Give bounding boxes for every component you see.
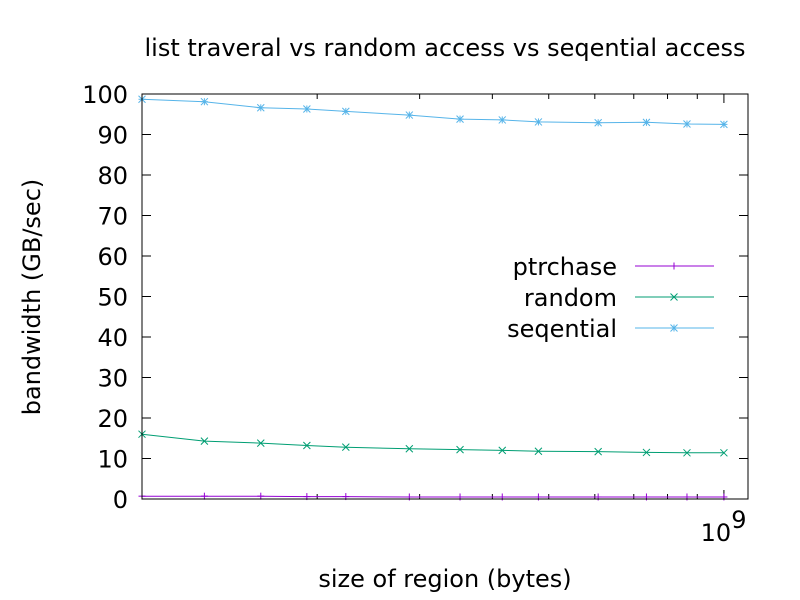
- data-point-marker: [683, 448, 691, 457]
- data-point-seqential: [341, 107, 350, 116]
- series-line-ptrchase: [142, 495, 724, 498]
- data-point-random: [594, 447, 603, 456]
- legend-marker: [670, 324, 678, 332]
- y-axis-ticks: 0 10 20 30 40 50 60 70 80 90 100: [82, 81, 748, 514]
- series-layer: [138, 95, 728, 501]
- data-point-seqential: [456, 115, 464, 123]
- series-line-random: [141, 433, 724, 454]
- data-point-marker: [303, 105, 311, 113]
- data-point-marker: [498, 446, 507, 455]
- data-point-marker: [341, 443, 350, 452]
- legend-marker-seqential: [670, 324, 678, 332]
- data-point-marker: [534, 447, 543, 456]
- y-axis-title: bandwidth (GB/sec): [18, 179, 46, 416]
- data-point-seqential: [256, 103, 265, 112]
- legend-marker-ptrchase: [670, 262, 678, 270]
- data-point-marker: [256, 103, 265, 112]
- legend-marker: [670, 293, 678, 301]
- data-point-random: [534, 447, 543, 456]
- data-point-seqential: [534, 118, 543, 126]
- data-point-random: [200, 437, 209, 445]
- data-point-marker: [534, 118, 543, 126]
- y-tick-label: 60: [97, 243, 128, 271]
- data-point-random: [456, 445, 464, 454]
- data-point-marker: [683, 120, 691, 128]
- series-seqential: [138, 95, 728, 129]
- y-tick-label: 100: [82, 81, 128, 109]
- y-tick-label: 30: [97, 365, 128, 393]
- data-point-marker: [720, 448, 728, 457]
- legend-label-ptrchase: ptrchase: [513, 253, 617, 281]
- data-point-marker: [341, 107, 350, 116]
- data-point-marker: [594, 447, 603, 456]
- data-point-marker: [200, 97, 209, 106]
- data-point-seqential: [594, 118, 603, 127]
- data-point-seqential: [303, 105, 311, 113]
- series-line-seqential: [141, 98, 724, 125]
- data-point-marker: [642, 448, 651, 457]
- data-point-random: [720, 448, 728, 457]
- y-tick-label: 20: [97, 405, 128, 433]
- x-tick-label: 10: [701, 519, 732, 547]
- data-point-marker: [642, 118, 651, 127]
- data-point-random: [683, 448, 691, 457]
- legend-marker-random: [670, 293, 678, 301]
- legend-label-random: random: [524, 284, 617, 312]
- data-point-ptrchase: [200, 492, 208, 500]
- data-point-random: [303, 441, 311, 450]
- data-point-random: [256, 439, 265, 447]
- data-point-seqential: [720, 120, 728, 129]
- y-tick-label: 10: [97, 446, 128, 474]
- data-point-marker: [456, 445, 464, 454]
- data-point-random: [405, 444, 414, 453]
- data-point-seqential: [405, 111, 414, 119]
- legend: ptrchase random seqential: [507, 253, 714, 343]
- data-point-seqential: [642, 118, 651, 127]
- data-point-marker: [405, 444, 414, 453]
- y-tick-label: 40: [97, 324, 128, 352]
- data-point-marker: [720, 120, 728, 129]
- data-point-seqential: [683, 120, 691, 128]
- data-point-marker: [456, 115, 464, 123]
- y-tick-label: 80: [97, 162, 128, 190]
- data-point-marker: [594, 118, 603, 127]
- chart-title: list traveral vs random access vs seqent…: [144, 34, 745, 62]
- data-point-ptrchase: [257, 492, 265, 500]
- y-tick-label: 50: [97, 284, 128, 312]
- data-point-marker: [303, 441, 311, 450]
- series-random: [138, 430, 728, 457]
- data-point-marker: [498, 116, 507, 124]
- x-tick-label-exponent: 9: [731, 506, 746, 534]
- legend-label-seqential: seqential: [507, 315, 617, 343]
- data-point-marker: [200, 437, 209, 445]
- x-axis-title: size of region (bytes): [318, 565, 571, 593]
- data-point-random: [341, 443, 350, 452]
- data-point-seqential: [498, 116, 507, 124]
- y-tick-label: 70: [97, 203, 128, 231]
- data-point-random: [642, 448, 651, 457]
- data-point-marker: [405, 111, 414, 119]
- data-point-seqential: [200, 97, 209, 106]
- data-point-marker: [256, 439, 265, 447]
- y-tick-label: 90: [97, 122, 128, 150]
- plot-frame: [141, 93, 749, 500]
- data-point-random: [498, 446, 507, 455]
- y-tick-label: 0: [113, 486, 128, 514]
